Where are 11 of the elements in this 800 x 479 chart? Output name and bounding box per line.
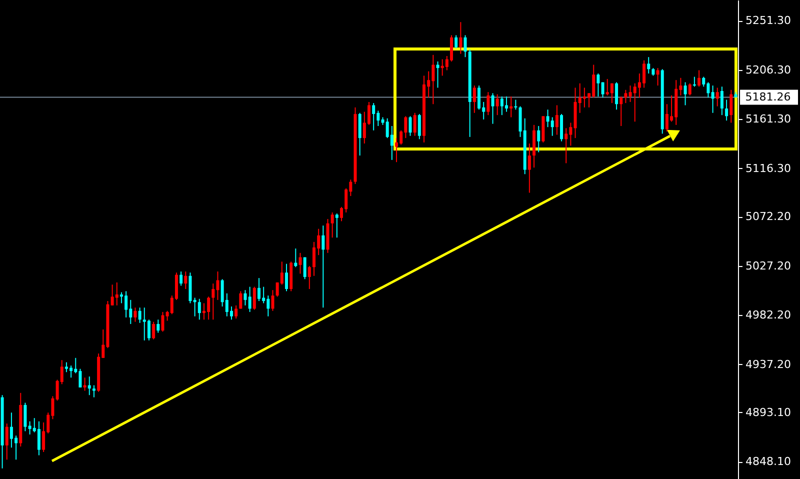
y-tick-label: 4982.20	[746, 308, 791, 322]
y-tick-label: 5116.30	[746, 162, 791, 175]
y-tick-label: 5161.30	[746, 112, 791, 126]
y-tick-label: 5206.30	[746, 63, 791, 76]
y-tick-label: 4848.10	[746, 455, 791, 468]
y-tick-label: 5251.30	[746, 14, 791, 28]
y-tick-label: 5072.20	[746, 210, 791, 224]
y-tick-label: 5027.20	[746, 259, 791, 272]
ref-line-label: 5181.26	[745, 90, 791, 104]
y-tick-label: 4893.10	[746, 406, 791, 419]
y-tick-label: 4937.20	[746, 358, 791, 371]
